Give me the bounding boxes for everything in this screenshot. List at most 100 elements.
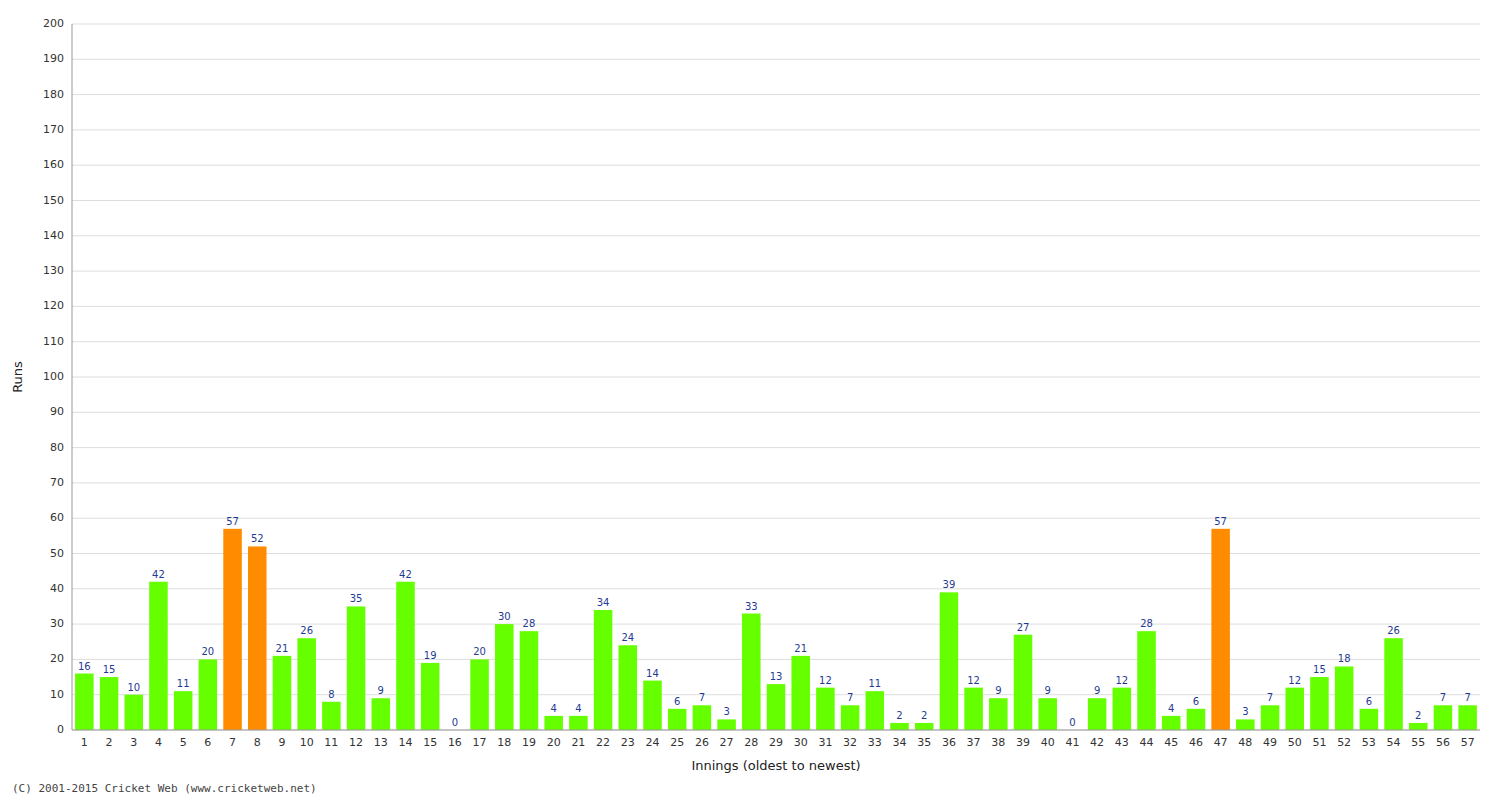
data-label: 9 <box>1045 685 1051 696</box>
data-label: 42 <box>152 569 165 580</box>
data-label: 8 <box>328 689 334 700</box>
x-tick-label: 41 <box>1065 736 1079 749</box>
data-label: 15 <box>1313 664 1326 675</box>
chart: 0102030405060708090100110120130140150160… <box>0 0 1500 800</box>
data-label: 15 <box>103 664 116 675</box>
x-tick-label: 56 <box>1436 736 1450 749</box>
x-tick-label: 32 <box>843 736 857 749</box>
data-label: 9 <box>1094 685 1100 696</box>
data-label: 14 <box>646 668 659 679</box>
data-label: 42 <box>399 569 412 580</box>
data-label: 26 <box>1387 625 1400 636</box>
data-label: 9 <box>378 685 384 696</box>
x-tick-label: 11 <box>324 736 338 749</box>
bar <box>594 610 613 730</box>
data-label: 28 <box>523 618 536 629</box>
x-tick-label: 8 <box>254 736 261 749</box>
data-label: 57 <box>1214 516 1227 527</box>
bar <box>1458 705 1477 730</box>
bar <box>1014 635 1033 730</box>
y-tick-label: 60 <box>50 511 64 524</box>
data-label: 33 <box>745 601 758 612</box>
data-label: 0 <box>1069 717 1075 728</box>
bar <box>149 582 168 730</box>
bar <box>223 529 242 730</box>
bar <box>1088 698 1107 730</box>
y-tick-label: 200 <box>43 17 64 30</box>
grid-line <box>72 624 1480 625</box>
x-tick-label: 12 <box>349 736 363 749</box>
data-label: 7 <box>699 692 705 703</box>
data-label: 35 <box>350 593 363 604</box>
bar <box>742 614 761 730</box>
bar <box>248 546 267 730</box>
x-tick-label: 22 <box>596 736 610 749</box>
data-label: 39 <box>943 579 956 590</box>
grid-line <box>72 200 1480 201</box>
bar <box>470 659 489 730</box>
y-tick-label: 190 <box>43 52 64 65</box>
data-label: 20 <box>201 646 214 657</box>
bar <box>940 592 959 730</box>
x-tick-label: 31 <box>818 736 832 749</box>
grid-line <box>72 377 1480 378</box>
y-tick-label: 0 <box>57 723 64 736</box>
x-axis-label: Innings (oldest to newest) <box>691 758 860 773</box>
data-label: 2 <box>1415 710 1421 721</box>
x-tick-label: 17 <box>473 736 487 749</box>
bar <box>1187 709 1206 730</box>
data-labels: 1615104211205752212683594219020302844342… <box>78 516 1471 728</box>
x-tick-label: 55 <box>1411 736 1425 749</box>
y-tick-label: 150 <box>43 194 64 207</box>
x-tick-label: 23 <box>621 736 635 749</box>
data-label: 30 <box>498 611 511 622</box>
x-tick-label: 37 <box>967 736 981 749</box>
y-tick-label: 30 <box>50 617 64 630</box>
x-tick-label: 18 <box>497 736 511 749</box>
bar <box>1038 698 1057 730</box>
y-tick-label: 110 <box>43 335 64 348</box>
bar <box>1137 631 1156 730</box>
data-label: 19 <box>424 650 437 661</box>
x-tick-label: 24 <box>645 736 659 749</box>
x-tick-label: 20 <box>547 736 561 749</box>
bar <box>100 677 119 730</box>
y-tick-label: 90 <box>50 405 64 418</box>
y-axis: 0102030405060708090100110120130140150160… <box>43 17 64 736</box>
x-tick-label: 3 <box>130 736 137 749</box>
data-label: 52 <box>251 533 264 544</box>
y-tick-label: 180 <box>43 88 64 101</box>
y-tick-label: 130 <box>43 264 64 277</box>
x-tick-label: 53 <box>1362 736 1376 749</box>
grid-line <box>72 271 1480 272</box>
grid-line <box>72 94 1480 95</box>
bar <box>1310 677 1329 730</box>
data-label: 13 <box>770 671 783 682</box>
data-label: 12 <box>819 675 832 686</box>
bar <box>890 723 909 730</box>
bar <box>421 663 440 730</box>
bar <box>1211 529 1230 730</box>
data-label: 57 <box>226 516 239 527</box>
data-label: 7 <box>1440 692 1446 703</box>
data-label: 0 <box>452 717 458 728</box>
x-tick-label: 57 <box>1461 736 1475 749</box>
data-label: 24 <box>621 632 634 643</box>
bar <box>322 702 341 730</box>
data-label: 4 <box>550 703 556 714</box>
y-tick-label: 120 <box>43 299 64 312</box>
data-label: 34 <box>597 597 610 608</box>
x-tick-label: 54 <box>1387 736 1401 749</box>
x-tick-label: 7 <box>229 736 236 749</box>
grid-line <box>72 482 1480 483</box>
data-label: 20 <box>473 646 486 657</box>
x-tick-label: 38 <box>991 736 1005 749</box>
bar <box>816 688 835 730</box>
grid-line <box>72 165 1480 166</box>
x-tick-label: 30 <box>794 736 808 749</box>
x-tick-label: 46 <box>1189 736 1203 749</box>
x-tick-label: 1 <box>81 736 88 749</box>
y-tick-label: 170 <box>43 123 64 136</box>
grid-line <box>72 730 1480 731</box>
data-label: 4 <box>575 703 581 714</box>
